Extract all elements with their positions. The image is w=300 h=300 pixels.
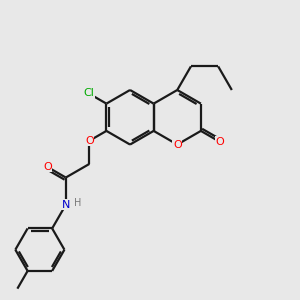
- Text: O: O: [215, 137, 224, 147]
- Text: O: O: [85, 136, 94, 146]
- Text: Cl: Cl: [83, 88, 94, 98]
- Text: O: O: [173, 140, 182, 149]
- Text: N: N: [61, 200, 70, 210]
- Text: H: H: [74, 199, 82, 208]
- Text: O: O: [43, 162, 52, 172]
